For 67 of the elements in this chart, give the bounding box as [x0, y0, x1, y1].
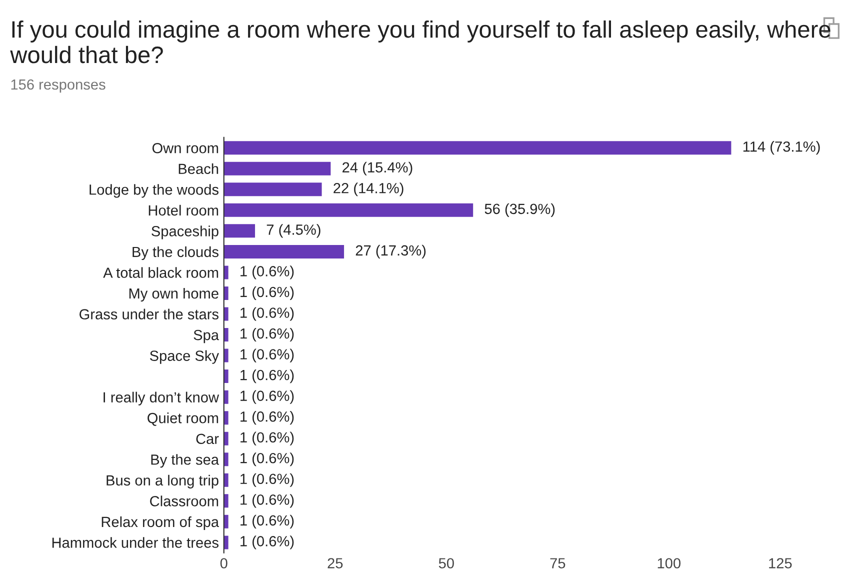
y-tick-label: Lodge by the woods: [90, 184, 218, 198]
data-label: 1 (0.6%): [240, 494, 294, 508]
data-label: 24 (15.4%): [342, 162, 412, 176]
x-tick-label: 0: [220, 558, 228, 568]
chart-title: If you could imagine a room where you find yourself to fall asleep easily, where would that be?: [10, 20, 830, 64]
x-tick-label: 125: [769, 558, 792, 568]
data-label: 27 (17.3%): [356, 244, 426, 258]
y-tick-label: Space Sky: [150, 350, 219, 364]
data-label: 56 (35.9%): [484, 203, 555, 217]
x-tick-label: 50: [438, 558, 454, 568]
bar: [224, 536, 228, 550]
x-tick-label: 75: [550, 558, 566, 568]
data-label: 114 (73.1%): [743, 141, 820, 155]
bar: [224, 224, 256, 238]
bar: [224, 348, 228, 362]
bar: [224, 411, 228, 425]
bar: [224, 390, 228, 404]
y-tick-label: My own home: [129, 288, 218, 302]
data-label: 1 (0.6%): [240, 348, 294, 362]
bar: [224, 452, 228, 466]
data-label: 1 (0.6%): [240, 286, 294, 300]
data-label: 1 (0.6%): [240, 266, 294, 280]
bar: [224, 141, 732, 155]
bar: [224, 307, 228, 321]
y-tick-label: Car: [196, 434, 219, 444]
bar: [224, 203, 474, 217]
y-tick-label: By the sea: [151, 454, 220, 468]
y-tick-label: Relax room of spa: [102, 516, 220, 530]
y-tick-label: Hotel room: [148, 204, 218, 216]
bar: [224, 286, 228, 300]
y-tick-label: Classroom: [150, 496, 218, 506]
bar: [224, 162, 331, 176]
y-tick-label: Quiet room: [148, 412, 218, 426]
data-label: 1 (0.6%): [240, 536, 294, 550]
data-label: 1 (0.6%): [240, 390, 294, 404]
data-label: 1 (0.6%): [240, 307, 294, 321]
bar: [224, 328, 228, 342]
y-tick-label: Grass under the stars: [80, 308, 218, 320]
bar: [224, 432, 228, 446]
y-tick-label: Bus on a long trip: [106, 474, 218, 488]
data-label: 1 (0.6%): [240, 328, 294, 342]
data-label: 1 (0.6%): [240, 432, 294, 446]
text: 156 responses: [11, 79, 106, 93]
data-label: 1 (0.6%): [240, 411, 294, 425]
bar: [224, 473, 228, 487]
data-label: 22 (14.1%): [334, 182, 404, 196]
y-tick-label: Spa: [194, 330, 220, 344]
y-tick-label: A total black room: [103, 267, 218, 278]
y-tick-label: Beach: [178, 163, 218, 174]
data-label: 1 (0.6%): [240, 473, 294, 487]
data-label: 1 (0.6%): [240, 452, 294, 466]
x-tick-label: 25: [328, 558, 343, 568]
data-label: 1 (0.6%): [240, 514, 294, 528]
bar: [224, 244, 344, 258]
y-tick-label: Own room: [152, 142, 218, 154]
y-tick-label: Hammock under the trees: [52, 537, 218, 548]
bar: [224, 514, 228, 528]
bar: [224, 266, 228, 280]
data-label: 7 (4.5%): [266, 224, 320, 238]
y-tick-label: Spaceship: [152, 226, 218, 240]
bar: [224, 182, 322, 196]
x-tick-label: 100: [658, 558, 680, 568]
y-tick-label: I really don’t know: [104, 392, 220, 406]
y-tick-label: By the clouds: [132, 246, 218, 260]
bar: [224, 494, 228, 508]
data-label: 1 (0.6%): [240, 370, 294, 384]
bar: [224, 370, 228, 384]
